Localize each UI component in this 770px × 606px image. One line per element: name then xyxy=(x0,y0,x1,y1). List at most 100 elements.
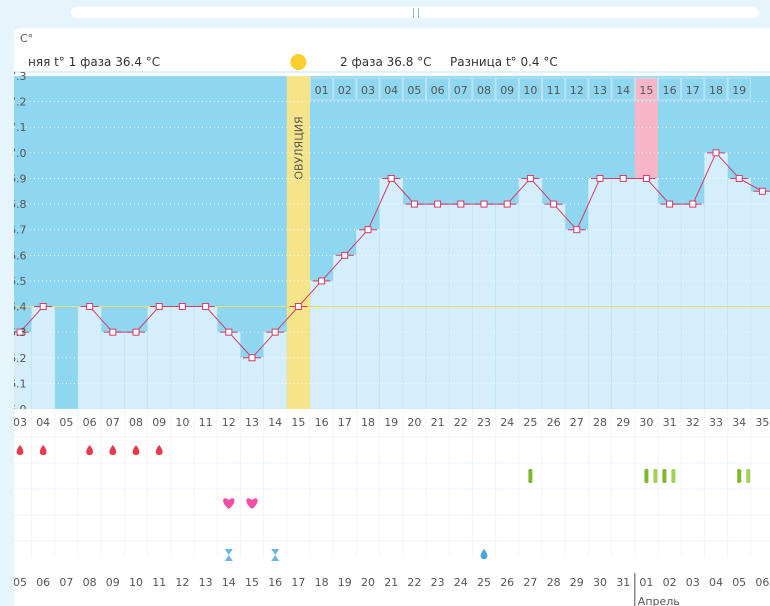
calendar-date-label: 31 xyxy=(616,576,630,589)
phase2-day-label: 01 xyxy=(315,84,329,97)
calendar-date-label: 23 xyxy=(431,576,445,589)
temperature-point[interactable] xyxy=(596,174,604,182)
phase2-day-label: 04 xyxy=(384,84,398,97)
temperature-point[interactable] xyxy=(480,200,488,208)
cycle-day-label: 35 xyxy=(755,416,769,429)
calendar-date-label: 16 xyxy=(268,576,282,589)
cycle-day-label: 27 xyxy=(570,416,584,429)
cycle-day-label: 06 xyxy=(83,416,97,429)
cycle-day-label: 03 xyxy=(14,416,27,429)
y-tick-label: 36.5 xyxy=(14,275,27,288)
cycle-day-label: 32 xyxy=(686,416,700,429)
temperature-point[interactable] xyxy=(364,226,372,234)
temperature-point[interactable] xyxy=(318,277,326,285)
temperature-point[interactable] xyxy=(155,303,163,311)
temperature-point[interactable] xyxy=(225,328,233,336)
temperature-point[interactable] xyxy=(642,174,650,182)
phase2-day-label: 02 xyxy=(338,84,352,97)
temperature-point[interactable] xyxy=(39,303,47,311)
temperature-point[interactable] xyxy=(573,226,581,234)
y-tick-label: 37.1 xyxy=(14,121,27,134)
ovulation-column xyxy=(286,76,310,409)
calendar-date-label: 13 xyxy=(199,576,213,589)
temperature-bar xyxy=(356,229,380,410)
cycle-day-label: 05 xyxy=(59,416,73,429)
calendar-date-label: 14 xyxy=(222,576,236,589)
markers-area xyxy=(14,409,770,606)
calendar-date-label: 07 xyxy=(59,576,73,589)
temperature-point[interactable] xyxy=(503,200,511,208)
y-tick-label: 36.7 xyxy=(14,224,27,237)
temperature-point[interactable] xyxy=(294,303,302,311)
calendar-date-label: 08 xyxy=(83,576,97,589)
temperature-point[interactable] xyxy=(86,303,94,311)
temperature-point[interactable] xyxy=(202,303,210,311)
calendar-date-label: 25 xyxy=(477,576,491,589)
hourglass-icon xyxy=(271,549,280,561)
temperature-point[interactable] xyxy=(550,200,558,208)
phase2-day-cell xyxy=(310,77,334,101)
phase2-day-cell xyxy=(518,77,542,101)
temperature-bar xyxy=(379,178,404,410)
pill-icon xyxy=(653,469,658,483)
calendar-date-label: 29 xyxy=(570,576,584,589)
temperature-bar xyxy=(147,306,172,410)
y-tick-label: 37.3 xyxy=(14,70,27,83)
temperature-point[interactable] xyxy=(758,187,766,195)
cycle-day-label: 22 xyxy=(454,416,468,429)
calendar-date-label: 09 xyxy=(106,576,120,589)
temperature-point[interactable] xyxy=(434,200,442,208)
temperature-bar xyxy=(634,178,659,410)
y-tick-label: 36.3 xyxy=(14,326,27,339)
cycle-day-label: 34 xyxy=(732,416,746,429)
temperature-bar xyxy=(77,306,102,410)
temperature-point[interactable] xyxy=(712,149,720,157)
temperature-point[interactable] xyxy=(387,174,395,182)
calendar-date-label: 30 xyxy=(593,576,607,589)
temperature-point[interactable] xyxy=(735,174,743,182)
top-toolbar xyxy=(0,0,770,26)
temperature-point[interactable] xyxy=(248,354,256,362)
temperature-point[interactable] xyxy=(16,328,24,336)
cycle-day-label: 23 xyxy=(477,416,491,429)
calendar-date-label: 01 xyxy=(639,576,653,589)
temperature-bar xyxy=(518,178,543,410)
calendar-date-label: 15 xyxy=(245,576,259,589)
temperature-point[interactable] xyxy=(666,200,674,208)
temperature-point[interactable] xyxy=(178,303,186,311)
phase2-day-label: 19 xyxy=(732,84,746,97)
menstruation-drop-icon xyxy=(16,445,24,455)
temperature-point[interactable] xyxy=(457,200,465,208)
temperature-point[interactable] xyxy=(619,174,627,182)
phase2-day-label: 11 xyxy=(547,84,561,97)
phase2-day-label: 05 xyxy=(407,84,421,97)
phase2-day-label: 12 xyxy=(570,84,584,97)
cycle-day-label: 25 xyxy=(523,416,537,429)
temperature-point[interactable] xyxy=(689,200,697,208)
cycle-day-label: 20 xyxy=(407,416,421,429)
phase2-day-cell xyxy=(402,77,426,101)
horizontal-scrollbar[interactable] xyxy=(70,6,760,19)
pill-icon xyxy=(746,469,751,483)
temperature-point[interactable] xyxy=(341,251,349,259)
phase2-day-label: 09 xyxy=(500,84,514,97)
calendar-date-label: 03 xyxy=(686,576,700,589)
temperature-point[interactable] xyxy=(271,328,279,336)
y-tick-label: 36.6 xyxy=(14,249,27,262)
bbt-chart: C° няя t° 1 фаза 36.4 °C 2 фаза 36.8 °C Раз… xyxy=(14,32,770,606)
blue-drop-icon xyxy=(480,549,488,559)
scrollbar-grip-icon[interactable] xyxy=(413,8,419,18)
phase2-day-cell xyxy=(379,77,403,101)
temperature-bar xyxy=(193,306,218,410)
phase2-day-label: 03 xyxy=(361,84,375,97)
temperature-point[interactable] xyxy=(410,200,418,208)
menstruation-drop-icon xyxy=(86,445,93,455)
calendar-date-label: 24 xyxy=(454,576,468,589)
cycle-day-label: 21 xyxy=(431,416,445,429)
chart-panel: C° няя t° 1 фаза 36.4 °C 2 фаза 36.8 °C Раз… xyxy=(14,28,770,606)
temperature-point[interactable] xyxy=(526,174,534,182)
temperature-point[interactable] xyxy=(109,328,117,336)
temperature-bar xyxy=(124,331,148,410)
phase2-day-cell xyxy=(681,77,705,101)
temperature-point[interactable] xyxy=(132,328,140,336)
